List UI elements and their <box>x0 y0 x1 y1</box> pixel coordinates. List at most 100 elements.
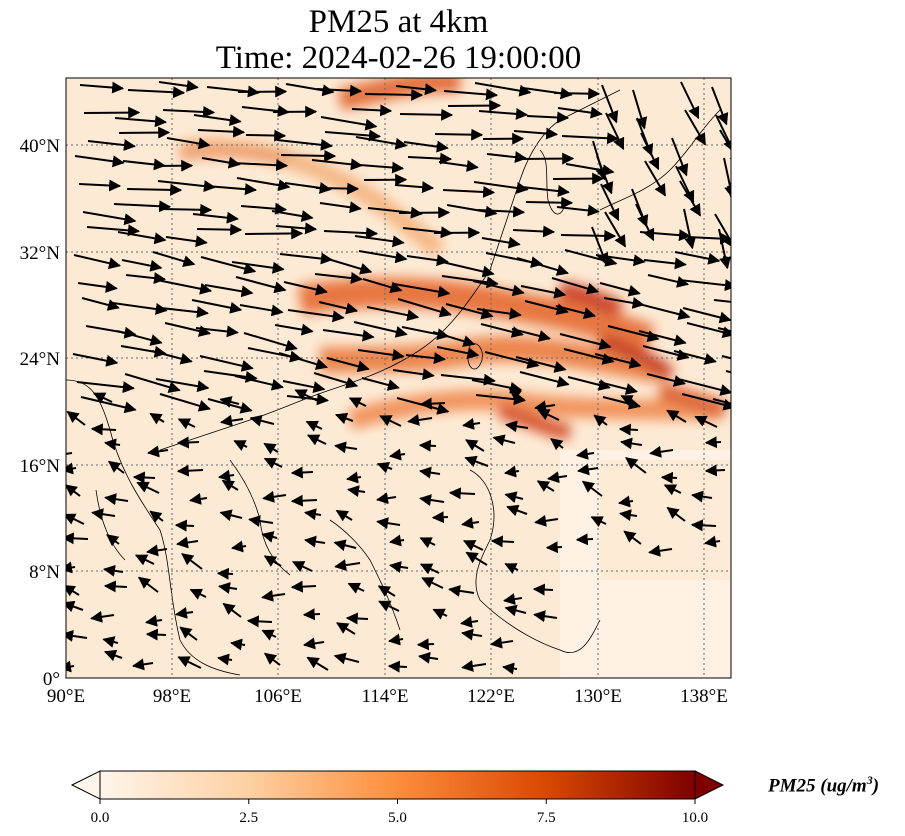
wind-arrow <box>392 368 435 381</box>
wind-arrow <box>376 517 401 530</box>
wind-arrow <box>567 376 611 391</box>
wind-arrow <box>103 649 123 662</box>
wind-arrow <box>335 509 353 522</box>
wind-arrow <box>511 328 551 342</box>
wind-arrow <box>285 83 335 97</box>
wind-arrow <box>137 576 159 593</box>
wind-arrow <box>263 442 279 455</box>
wind-arrow <box>403 140 449 153</box>
wind-arrow <box>461 628 483 641</box>
wind-arrow <box>565 163 615 177</box>
wind-arrow <box>136 481 160 494</box>
wind-arrow <box>179 626 198 641</box>
wind-arrow <box>492 434 516 447</box>
wind-arrow <box>76 381 135 394</box>
wind-arrow <box>305 420 323 432</box>
wind-arrow <box>666 409 687 423</box>
wind-arrow <box>219 509 243 522</box>
wind-arrow <box>387 660 408 673</box>
wind-arrow <box>364 88 424 101</box>
wind-arrow <box>149 510 164 523</box>
wind-arrow <box>249 414 275 427</box>
wind-arrow <box>121 259 163 272</box>
wind-arrow <box>146 544 168 557</box>
wind-arrow <box>181 553 203 570</box>
wind-arrow <box>512 225 556 238</box>
wind-arrow <box>671 137 689 177</box>
wind-arrow <box>442 185 496 198</box>
wind-arrow <box>66 513 85 525</box>
wind-arrow <box>176 536 199 549</box>
wind-arrow <box>431 511 449 524</box>
wind-arrow <box>505 420 529 433</box>
wind-arrow <box>311 158 363 171</box>
lon-tick-label: 130°E <box>574 686 622 707</box>
wind-arrow <box>687 232 731 245</box>
wind-arrow <box>86 224 140 237</box>
wind-arrow <box>82 211 137 226</box>
wind-arrow <box>533 610 558 623</box>
wind-arrow <box>462 417 481 430</box>
wind-arrow <box>157 180 216 193</box>
wind-arrow <box>66 410 86 426</box>
wind-arrow <box>504 465 520 478</box>
wind-arrow <box>218 469 235 482</box>
wind-arrow <box>161 203 213 216</box>
wind-arrow <box>303 637 325 650</box>
wind-arrow <box>575 533 594 546</box>
lat-tick-label: 8°N <box>29 562 60 583</box>
wind-arrow <box>490 535 515 548</box>
wind-arrow <box>644 160 667 197</box>
wind-arrow <box>219 396 240 408</box>
wind-arrow <box>419 466 441 479</box>
wind-arrow <box>66 484 81 497</box>
wind-arrow <box>243 332 298 352</box>
wind-arrow <box>239 304 284 317</box>
wind-arrow <box>359 161 405 174</box>
wind-arrow <box>78 179 122 192</box>
wind-arrow <box>389 534 405 547</box>
wind-arrow <box>704 436 722 449</box>
wind-arrow <box>246 615 273 628</box>
wind-arrow <box>192 211 239 224</box>
wind-arrow <box>191 299 243 314</box>
wind-arrow <box>407 414 433 426</box>
wind-arrow <box>263 652 281 666</box>
wind-arrow <box>596 155 614 195</box>
wind-arrow <box>347 582 365 594</box>
wind-arrow <box>92 392 113 404</box>
wind-arrow <box>484 351 540 369</box>
wind-arrow <box>432 608 448 620</box>
wind-arrow <box>290 494 318 507</box>
wind-arrow <box>334 559 361 572</box>
wind-arrow <box>316 84 363 97</box>
wind-arrow <box>718 228 731 270</box>
wind-arrow <box>534 514 559 527</box>
wind-arrow <box>279 252 333 265</box>
wind-arrow <box>551 277 600 295</box>
wind-arrow <box>694 415 718 428</box>
wind-arrow <box>240 202 288 215</box>
wind-arrow <box>333 652 360 665</box>
colorbar-label: PM25 (ug/m3) <box>768 773 880 797</box>
colorbar-tick-label: 10.0 <box>682 810 708 826</box>
wind-arrow <box>557 106 603 119</box>
wind-arrow <box>66 462 77 475</box>
wind-arrow <box>232 159 289 172</box>
wind-arrow <box>389 560 409 573</box>
wind-arrow <box>149 412 165 425</box>
wind-arrow <box>445 303 494 320</box>
colorbar-tick-label: 0.0 <box>91 810 110 826</box>
wind-arrow <box>283 281 328 296</box>
wind-arrow <box>625 457 647 474</box>
wind-arrow <box>537 409 560 421</box>
wind-arrow <box>723 157 731 199</box>
wind-arrow <box>478 107 528 120</box>
wind-arrow <box>398 206 451 219</box>
wind-arrow <box>526 111 570 124</box>
wind-arrow <box>66 532 89 545</box>
wind-arrow <box>560 229 617 242</box>
wind-arrow <box>358 250 408 264</box>
wind-arrow <box>304 508 322 521</box>
wind-arrow <box>220 414 244 427</box>
